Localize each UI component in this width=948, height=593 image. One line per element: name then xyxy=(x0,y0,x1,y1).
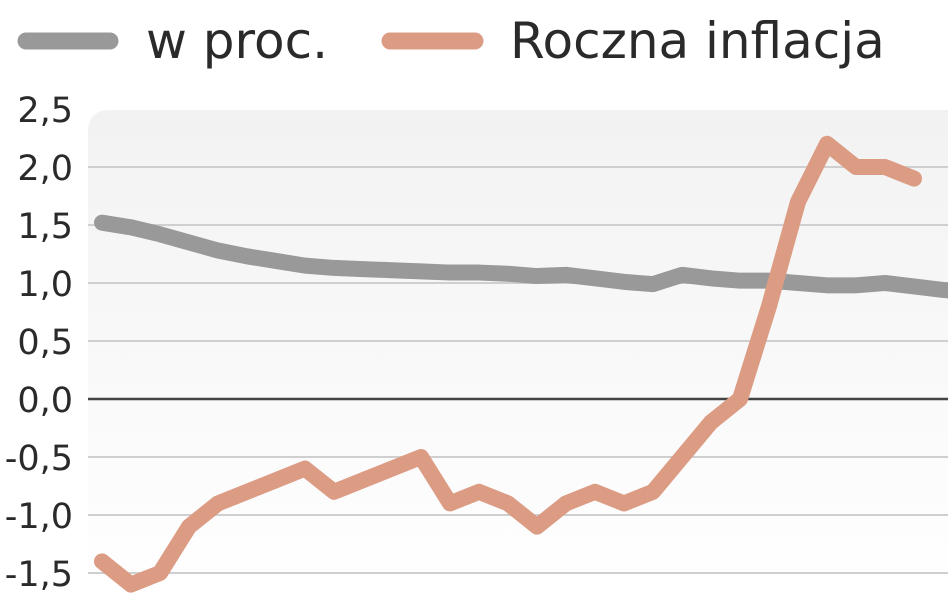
data-point-roczna-inflacja xyxy=(594,491,596,493)
data-point-roczna-inflacja xyxy=(420,456,422,458)
legend-item-w-proc: w proc. xyxy=(17,12,328,70)
data-point-w-proc xyxy=(217,250,219,252)
y-axis-tick-labels: 2,5 2,0 1,5 1,0 0,5 0,0 -0,5 -1,0 -1,5 xyxy=(5,91,73,593)
data-point-roczna-inflacja xyxy=(536,526,538,528)
data-point-w-proc xyxy=(826,284,828,286)
y-tick-label: 1,5 xyxy=(17,207,73,247)
series xyxy=(94,135,948,593)
data-point-w-proc xyxy=(449,272,451,274)
data-point-roczna-inflacja xyxy=(623,502,625,504)
data-point-roczna-inflacja xyxy=(449,502,451,504)
y-tick-label: 2,0 xyxy=(17,149,73,189)
legend-item-roczna-inflacja: Roczna inflacja xyxy=(381,12,885,70)
data-point-w-proc xyxy=(855,284,857,286)
data-point-w-proc xyxy=(681,274,683,276)
data-point-w-proc xyxy=(652,283,654,285)
data-point-w-proc xyxy=(101,222,103,224)
data-point-roczna-inflacja xyxy=(768,305,770,307)
data-point-roczna-inflacja xyxy=(913,178,915,180)
data-point-roczna-inflacja xyxy=(797,201,799,203)
data-point-roczna-inflacja xyxy=(884,166,886,168)
legend-label-w-proc: w proc. xyxy=(146,12,328,70)
data-point-roczna-inflacja xyxy=(652,491,654,493)
data-point-w-proc xyxy=(884,282,886,284)
data-point-w-proc xyxy=(739,280,741,282)
data-point-roczna-inflacja xyxy=(304,468,306,470)
data-point-w-proc xyxy=(333,267,335,269)
data-point-roczna-inflacja xyxy=(362,479,364,481)
y-tick-label: 1,0 xyxy=(17,265,73,305)
data-point-w-proc xyxy=(565,274,567,276)
data-point-roczna-inflacja xyxy=(217,502,219,504)
y-tick-label: 0,0 xyxy=(17,381,73,421)
data-point-w-proc xyxy=(362,268,364,270)
y-tick-label: -1,5 xyxy=(5,555,73,593)
data-point-roczna-inflacja xyxy=(739,398,741,400)
data-point-w-proc xyxy=(797,282,799,284)
data-point-roczna-inflacja xyxy=(101,560,103,562)
data-point-roczna-inflacja xyxy=(159,572,161,574)
data-point-w-proc xyxy=(942,289,944,291)
data-point-roczna-inflacja xyxy=(710,421,712,423)
data-point-w-proc xyxy=(623,281,625,283)
data-point-w-proc xyxy=(420,270,422,272)
data-point-w-proc xyxy=(391,269,393,271)
data-point-roczna-inflacja xyxy=(478,491,480,493)
data-point-roczna-inflacja xyxy=(826,143,828,145)
data-point-w-proc xyxy=(159,233,161,235)
y-tick-label: -1,0 xyxy=(5,497,73,537)
data-point-roczna-inflacja xyxy=(681,456,683,458)
data-point-roczna-inflacja xyxy=(565,502,567,504)
y-tick-label: 2,5 xyxy=(17,91,73,131)
data-point-w-proc xyxy=(275,260,277,262)
y-tick-label: -0,5 xyxy=(5,439,73,479)
data-point-w-proc xyxy=(478,272,480,274)
data-point-w-proc xyxy=(507,273,509,275)
series-line-w-proc xyxy=(94,214,948,299)
legend: w proc. Roczna inflacja xyxy=(17,12,885,70)
data-point-w-proc xyxy=(130,226,132,228)
data-point-roczna-inflacja xyxy=(333,491,335,493)
data-point-w-proc xyxy=(594,277,596,279)
data-point-roczna-inflacja xyxy=(855,166,857,168)
data-point-roczna-inflacja xyxy=(507,502,509,504)
data-point-roczna-inflacja xyxy=(246,491,248,493)
data-point-w-proc xyxy=(188,241,190,243)
data-point-roczna-inflacja xyxy=(391,468,393,470)
data-point-roczna-inflacja xyxy=(275,479,277,481)
data-point-w-proc xyxy=(536,275,538,277)
data-point-roczna-inflacja xyxy=(188,526,190,528)
y-tick-label: 0,5 xyxy=(17,323,73,363)
legend-label-roczna-inflacja: Roczna inflacja xyxy=(510,12,885,70)
data-point-roczna-inflacja xyxy=(130,584,132,586)
data-point-w-proc xyxy=(913,285,915,287)
data-point-w-proc xyxy=(246,255,248,257)
data-point-w-proc xyxy=(304,265,306,267)
data-point-w-proc xyxy=(710,277,712,279)
